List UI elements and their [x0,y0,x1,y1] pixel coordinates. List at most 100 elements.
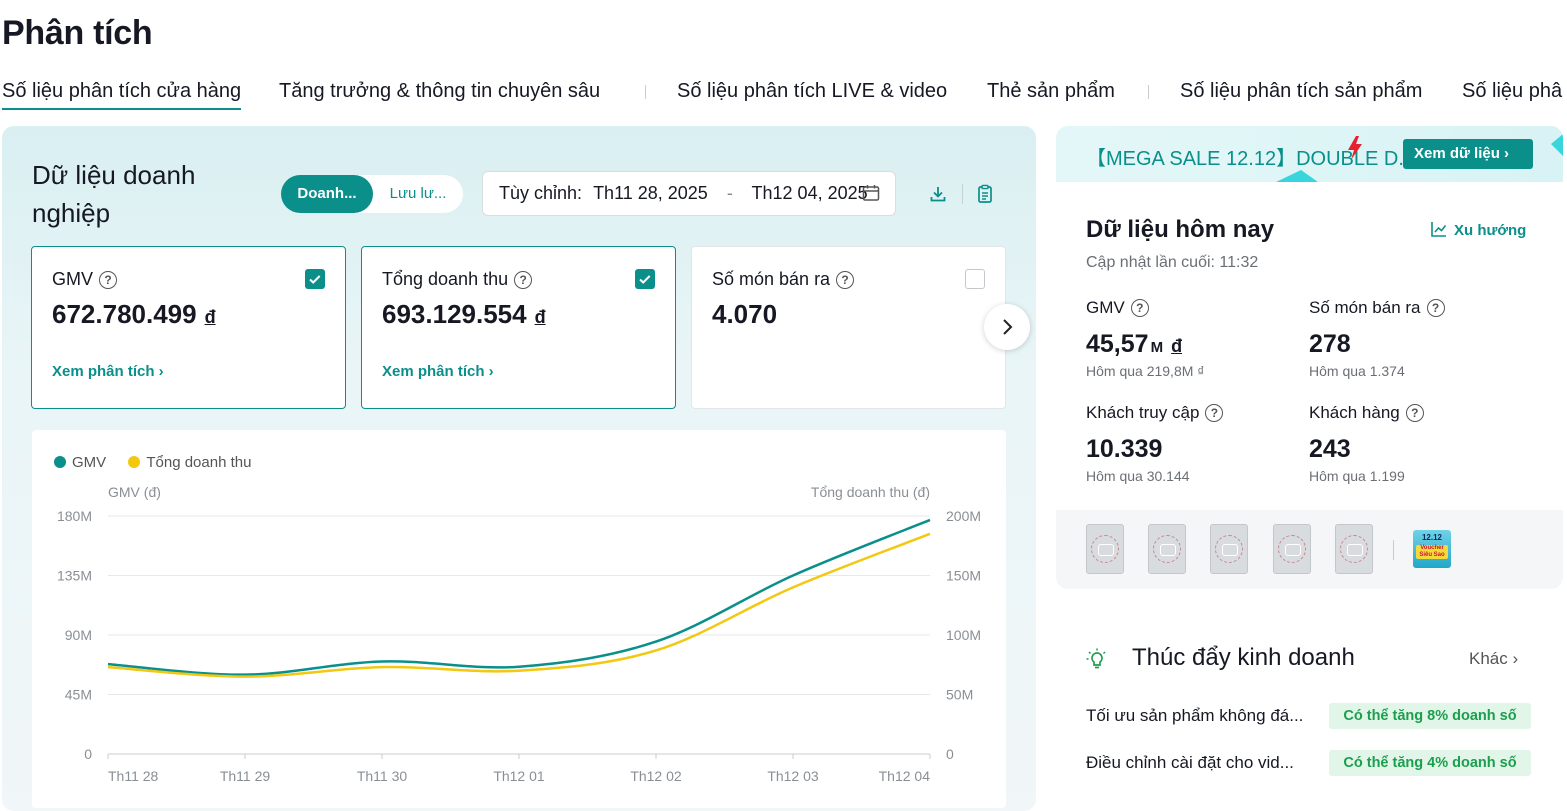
date-separator: - [726,183,733,203]
view-data-button[interactable]: Xem dữ liệu › [1403,139,1533,169]
metric-card-gmv[interactable]: GMV? 672.780.499 đ Xem phân tích › [31,246,346,409]
chevron-right-icon [1003,319,1013,335]
line-chart-svg: GMV (đ) Tổng doanh thu (đ) 180M 200M 135M 150… [57,484,981,784]
trend-chart-icon [1431,222,1447,237]
download-icon[interactable] [928,184,948,204]
y-axis-title-left: GMV (đ) [108,484,161,500]
tab-more-analytics[interactable]: Số liệu phâ [1462,80,1563,102]
report-icon[interactable] [975,184,995,204]
today-metric-customers: Khách hàng? 243 Hôm qua 1.199 [1309,403,1509,484]
today-metric-label: Số món bán ra? [1309,298,1509,318]
last-updated: Cập nhật lần cuối: 11:32 [1086,254,1259,271]
x-tick-label: Th12 01 [493,768,545,784]
video-thumbnail[interactable] [1086,524,1124,574]
calendar-icon [862,185,880,201]
x-tick-label: Th11 28 [108,768,159,784]
tab-product-card[interactable]: Thẻ sản phẩm [987,80,1115,102]
x-tick-label: Th12 04 [879,768,931,784]
metric-card-value: 4.070 [712,299,778,329]
today-metric-items-sold: Số món bán ra? 278 Hôm qua 1.374 [1309,298,1509,379]
lightbulb-icon [1086,648,1106,669]
x-tick-label: Th11 30 [357,768,408,784]
today-metric-label: GMV? [1086,298,1286,318]
today-panel: 【MEGA SALE 12.12】DOUBLE D... Xem dữ liệu… [1056,126,1563,589]
today-metric-yesterday: Hôm qua 1.199 [1309,468,1405,484]
growth-badge: Có thể tăng 4% doanh số [1329,750,1531,776]
tab-product-analytics[interactable]: Số liệu phân tích sản phẩm [1180,80,1423,102]
video-thumbnail[interactable] [1210,524,1248,574]
next-cards-button[interactable] [984,304,1030,350]
chart-legend: GMV Tổng doanh thu [54,454,251,471]
today-metric-yesterday: Hôm qua 219,8M ₫ [1086,363,1205,379]
metric-card-total-revenue[interactable]: Tổng doanh thu? 693.129.554 đ Xem phân tí… [361,246,676,409]
promo-banner: 【MEGA SALE 12.12】DOUBLE D... Xem dữ liệu… [1056,126,1563,182]
tab-live-video-analytics[interactable]: Số liệu phân tích LIVE & video [677,80,948,102]
metric-card-label: GMV? [52,269,118,290]
play-icon [1347,544,1363,556]
metric-card-items-sold[interactable]: Số món bán ra? 4.070 [691,246,1006,409]
check-icon [309,275,321,284]
help-icon[interactable]: ? [1405,404,1424,422]
promo-text: 【MEGA SALE 12.12】DOUBLE D... [1086,148,1406,170]
metric-checkbox[interactable] [965,269,985,289]
today-metric-label: Khách hàng? [1309,403,1509,423]
help-icon[interactable]: ? [1205,404,1224,422]
toolbar-divider [962,184,963,204]
tab-store-analytics[interactable]: Số liệu phân tích cửa hàng [2,80,242,110]
y-tick-left: 45M [65,687,92,703]
view-analysis-link[interactable]: Xem phân tích › [382,363,494,380]
legend-item-total-revenue[interactable]: Tổng doanh thu [128,454,251,471]
y-tick-left: 0 [84,746,92,762]
toggle-revenue[interactable]: Doanh... [281,175,373,213]
business-data-panel: Dữ liệu doanh nghiệp Doanh... Lưu lư... … [2,126,1036,811]
x-tick-label: Th12 03 [767,768,819,784]
tab-divider [1148,85,1149,99]
more-link[interactable]: Khác › [1469,649,1519,668]
date-end: Th12 04, 2025 [751,183,868,203]
today-metric-value: 10.339 [1086,435,1163,463]
play-icon [1285,544,1301,556]
suggestion-item[interactable]: Điều chỉnh cài đặt cho vid... [1086,753,1294,772]
today-metric-yesterday: Hôm qua 1.374 [1309,363,1405,379]
metric-checkbox[interactable] [635,269,655,289]
tab-divider [645,85,646,99]
y-tick-right: 0 [946,746,954,762]
suggestion-item[interactable]: Tối ưu sản phẩm không đá... [1086,706,1304,725]
page-title: Phân tích [2,14,153,52]
today-metric-value: 278 [1309,330,1351,358]
help-icon[interactable]: ? [1426,299,1445,317]
help-icon[interactable]: ? [514,271,533,289]
tab-bar: Số liệu phân tích cửa hàng Tăng trưởng &… [0,70,1567,112]
date-start: Th11 28, 2025 [593,183,708,203]
today-metric-visitors: Khách truy cập? 10.339 Hôm qua 30.144 [1086,403,1286,484]
y-tick-right: 100M [946,627,981,643]
check-icon [639,275,651,284]
metric-type-toggle: Doanh... Lưu lư... [281,175,463,213]
tab-growth-insights[interactable]: Tăng trưởng & thông tin chuyên sâu [279,80,601,102]
y-axis-title-right: Tổng doanh thu (đ) [811,484,930,500]
help-icon[interactable]: ? [836,271,855,289]
play-icon [1222,544,1238,556]
video-thumbnail[interactable] [1273,524,1311,574]
metric-card-label: Số món bán ra? [712,269,855,290]
growth-badge: Có thể tăng 8% doanh số [1329,703,1531,729]
view-analysis-link[interactable]: Xem phân tích › [52,363,164,380]
metric-checkbox[interactable] [305,269,325,289]
toggle-traffic[interactable]: Lưu lư... [389,185,447,202]
date-range-picker[interactable]: Tùy chỉnh: Th11 28, 2025 - Th12 04, 2025 [482,171,896,216]
boost-title: Thúc đẩy kinh doanh [1132,644,1355,671]
metric-card-label: Tổng doanh thu? [382,269,533,290]
play-icon [1098,544,1114,556]
video-thumbnail[interactable] [1335,524,1373,574]
help-icon[interactable]: ? [99,271,118,289]
promo-thumbnail[interactable]: 12.12 Voucher Siêu Sao [1413,530,1451,568]
promo-decoration [1276,134,1563,182]
legend-item-gmv[interactable]: GMV [54,454,106,471]
trend-link[interactable]: Xu hướng [1430,220,1526,239]
y-tick-left: 135M [57,568,92,584]
video-thumbnail[interactable] [1148,524,1186,574]
help-icon[interactable]: ? [1130,299,1149,317]
y-tick-right: 200M [946,508,981,524]
series-line-gmv [107,518,931,676]
